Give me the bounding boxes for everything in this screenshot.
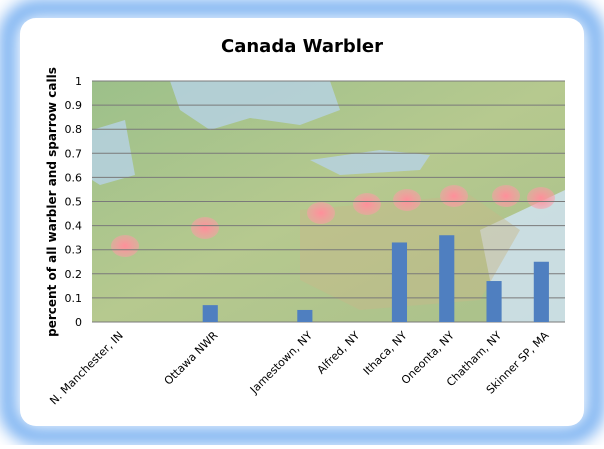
y-tick-label: 0.9 — [65, 99, 83, 112]
y-tick-label: 0.5 — [65, 196, 83, 209]
y-tick-label: 1 — [75, 75, 82, 88]
bar — [486, 281, 502, 322]
chart-title: Canada Warbler — [221, 36, 383, 57]
y-tick-label: 0.2 — [65, 268, 83, 281]
bar — [391, 242, 408, 322]
bar — [533, 261, 549, 322]
y-tick-label: 0 — [75, 316, 82, 329]
y-axis-label: percent of all warbler and sparrow calls — [45, 67, 59, 337]
y-tick-label: 0.7 — [65, 147, 83, 160]
y-tick-label: 0.1 — [65, 292, 83, 305]
y-tick-label: 0.6 — [65, 171, 83, 184]
y-tick-label: 0.4 — [65, 220, 83, 233]
bar — [439, 235, 455, 322]
bar — [202, 305, 218, 322]
y-tick-label: 0.3 — [65, 244, 83, 257]
y-tick-label: 0.8 — [65, 123, 83, 136]
bar — [297, 309, 313, 322]
